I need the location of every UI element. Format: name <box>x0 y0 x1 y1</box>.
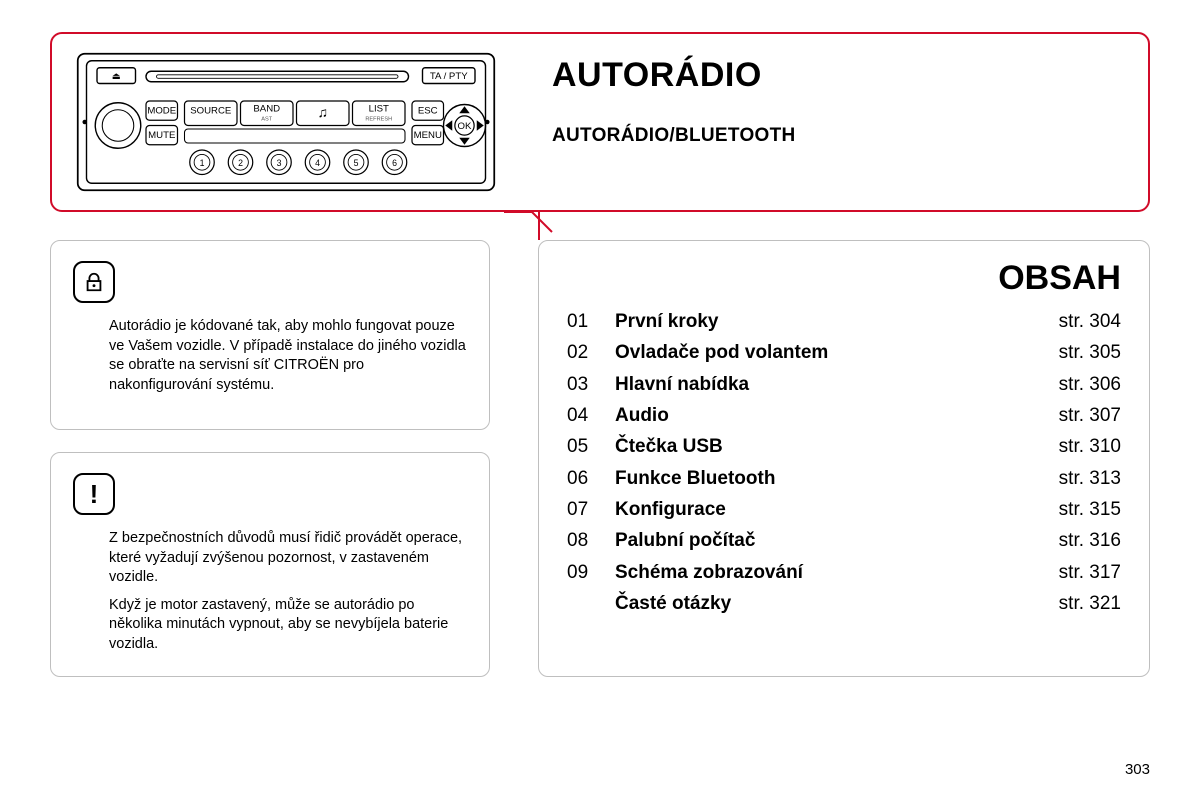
toc-list: 01První krokystr. 30402Ovladače pod vola… <box>567 306 1121 619</box>
toc-page: str. 306 <box>1049 369 1121 400</box>
svg-text:4: 4 <box>315 158 320 168</box>
header-panel: ⏏ TA / PTY MODE MUTE SOURCE BAND A <box>50 32 1150 212</box>
svg-text:LIST: LIST <box>369 104 389 115</box>
toc-num: 01 <box>567 306 615 337</box>
page-subtitle: AUTORÁDIO/BLUETOOTH <box>552 125 1118 147</box>
toc-page: str. 317 <box>1049 557 1121 588</box>
lock-icon <box>73 261 115 303</box>
toc-row: 06Funkce Bluetoothstr. 313 <box>567 463 1121 494</box>
toc-label: Hlavní nabídka <box>615 369 1049 400</box>
red-connector <box>538 212 540 240</box>
toc-row: 02Ovladače pod volantemstr. 305 <box>567 337 1121 368</box>
toc-num: 05 <box>567 431 615 462</box>
info-lock-box: Autorádio je kódované tak, aby mohlo fun… <box>50 240 490 430</box>
svg-text:2: 2 <box>238 158 243 168</box>
svg-text:BAND: BAND <box>253 104 280 115</box>
toc-row: 08Palubní počítačstr. 316 <box>567 525 1121 556</box>
toc-page: str. 313 <box>1049 463 1121 494</box>
toc-label: Konfigurace <box>615 494 1049 525</box>
svg-text:REFRESH: REFRESH <box>365 116 392 122</box>
svg-text:OK: OK <box>458 121 472 132</box>
ta-pty-button: TA / PTY <box>430 71 468 82</box>
toc-row: 03Hlavní nabídkastr. 306 <box>567 369 1121 400</box>
toc-page: str. 307 <box>1049 400 1121 431</box>
toc-num: 06 <box>567 463 615 494</box>
radio-fn-buttons: SOURCE BAND AST ♫ LIST REFRESH <box>185 101 406 126</box>
info-warning-box: ! Z bezpečnostních důvodů musí řidič pro… <box>50 452 490 677</box>
svg-text:AST: AST <box>261 116 272 122</box>
svg-text:1: 1 <box>200 158 205 168</box>
toc-page: str. 315 <box>1049 494 1121 525</box>
toc-num: 09 <box>567 557 615 588</box>
toc-page: str. 305 <box>1049 337 1121 368</box>
contents-panel: OBSAH 01První krokystr. 30402Ovladače po… <box>538 240 1150 677</box>
toc-label: První kroky <box>615 306 1049 337</box>
toc-row: 04Audiostr. 307 <box>567 400 1121 431</box>
contents-title: OBSAH <box>567 259 1121 298</box>
toc-row: Časté otázkystr. 321 <box>567 588 1121 619</box>
toc-row: 09Schéma zobrazovánístr. 317 <box>567 557 1121 588</box>
info-lock-text: Autorádio je kódované tak, aby mohlo fun… <box>73 317 467 395</box>
svg-text:♫: ♫ <box>318 104 329 120</box>
toc-label: Čtečka USB <box>615 431 1049 462</box>
toc-label: Audio <box>615 400 1049 431</box>
svg-text:3: 3 <box>277 158 282 168</box>
toc-page: str. 316 <box>1049 525 1121 556</box>
toc-label: Ovladače pod volantem <box>615 337 1049 368</box>
toc-num: 08 <box>567 525 615 556</box>
info-warning-text: Z bezpečnostních důvodů musí řidič prová… <box>73 529 467 654</box>
eject-icon: ⏏ <box>112 71 121 82</box>
radio-illustration: ⏏ TA / PTY MODE MUTE SOURCE BAND A <box>76 52 496 192</box>
toc-page: str. 304 <box>1049 306 1121 337</box>
toc-num: 03 <box>567 369 615 400</box>
toc-row: 01První krokystr. 304 <box>567 306 1121 337</box>
svg-text:MODE: MODE <box>147 105 176 116</box>
preset-buttons: 1 2 3 4 5 6 <box>190 150 407 175</box>
toc-row: 07Konfiguracestr. 315 <box>567 494 1121 525</box>
svg-text:5: 5 <box>354 158 359 168</box>
toc-label: Funkce Bluetooth <box>615 463 1049 494</box>
toc-label: Časté otázky <box>615 588 1049 619</box>
toc-label: Palubní počítač <box>615 525 1049 556</box>
svg-text:SOURCE: SOURCE <box>190 105 231 116</box>
svg-text:MENU: MENU <box>414 130 442 141</box>
svg-text:MUTE: MUTE <box>148 130 175 141</box>
toc-num: 02 <box>567 337 615 368</box>
page-title: AUTORÁDIO <box>552 56 1118 95</box>
toc-page: str. 310 <box>1049 431 1121 462</box>
toc-label: Schéma zobrazování <box>615 557 1049 588</box>
toc-num: 07 <box>567 494 615 525</box>
toc-row: 05Čtečka USBstr. 310 <box>567 431 1121 462</box>
warning-icon: ! <box>73 473 115 515</box>
svg-text:ESC: ESC <box>418 105 438 116</box>
radio-svg: ⏏ TA / PTY MODE MUTE SOURCE BAND A <box>76 52 496 192</box>
toc-num: 04 <box>567 400 615 431</box>
page-number: 303 <box>1125 761 1150 778</box>
toc-page: str. 321 <box>1049 588 1121 619</box>
svg-text:6: 6 <box>392 158 397 168</box>
